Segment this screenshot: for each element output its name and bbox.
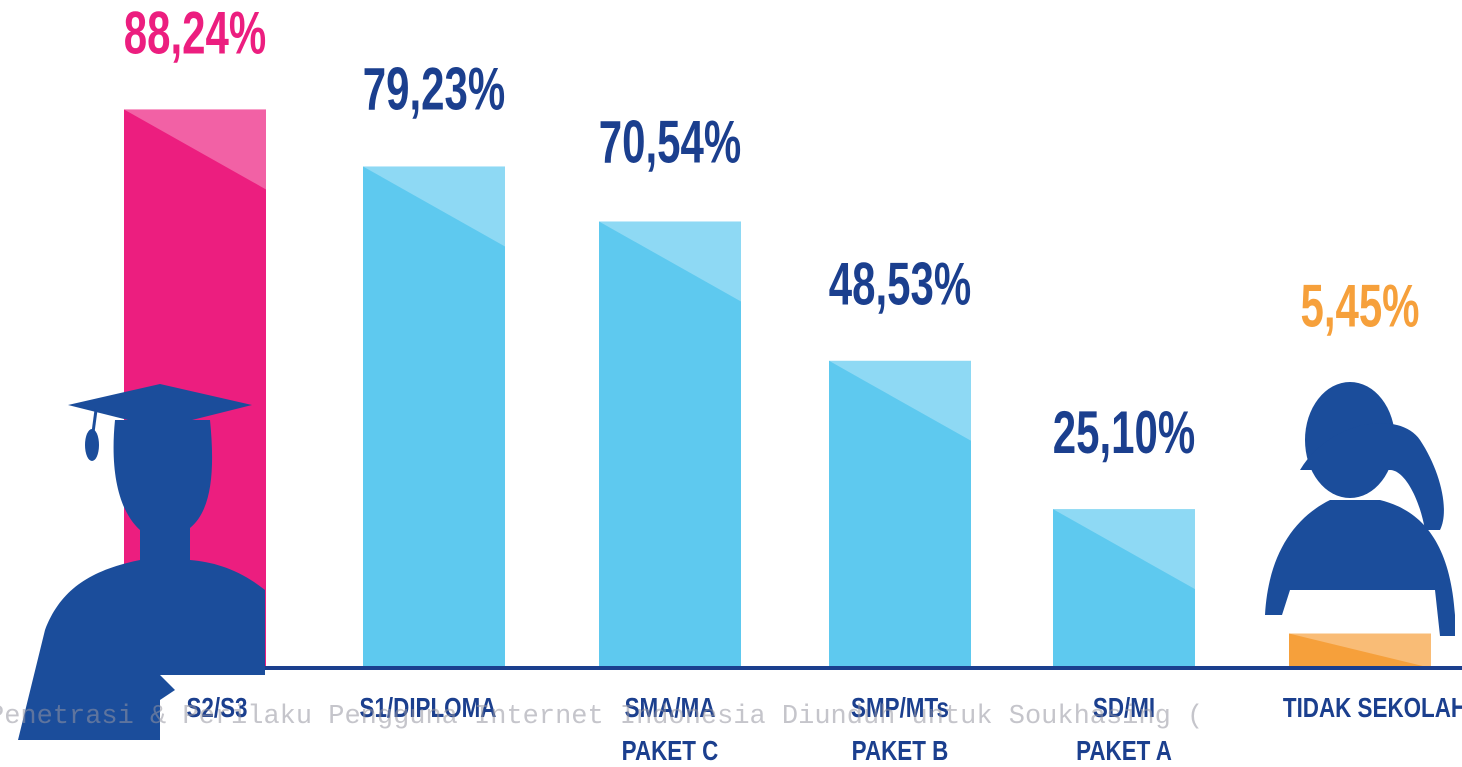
category-label: S2/S3 bbox=[186, 692, 248, 723]
torso bbox=[1265, 500, 1455, 636]
bars bbox=[124, 109, 1431, 669]
bar-highlight bbox=[363, 166, 505, 247]
value-label: 5,45% bbox=[1300, 272, 1419, 339]
graduate-figure bbox=[18, 384, 265, 740]
category-label: TIDAK SEKOLAH bbox=[1282, 692, 1462, 723]
tassel-end bbox=[85, 429, 99, 461]
bar bbox=[599, 221, 741, 668]
category-label: SMA/MA PAKET C bbox=[621, 692, 719, 766]
arm bbox=[1300, 423, 1444, 530]
value-label: 25,10% bbox=[1053, 399, 1195, 466]
cap bbox=[68, 384, 252, 428]
bar-highlight bbox=[829, 360, 971, 441]
bar bbox=[829, 360, 971, 668]
bar-highlight bbox=[1053, 509, 1195, 590]
category-label: S1/DIPLOMA bbox=[359, 692, 497, 723]
value-label: 48,53% bbox=[829, 250, 971, 317]
body bbox=[18, 420, 265, 740]
value-label: 70,54% bbox=[599, 108, 741, 175]
bar bbox=[1289, 633, 1431, 668]
kid-figure bbox=[1265, 382, 1455, 636]
bar-highlight bbox=[1289, 633, 1431, 668]
bar bbox=[363, 166, 505, 668]
category-label: SD/MI PAKET A bbox=[1076, 692, 1172, 766]
category-label: SMP/MTs PAKET B bbox=[851, 692, 949, 766]
value-labels: 88,24% 79,23% 70,54% 48,53% 25,10% 5,45% bbox=[124, 0, 1420, 466]
bar-highlight bbox=[124, 109, 266, 190]
value-label: 79,23% bbox=[363, 55, 505, 122]
bar-highlight bbox=[599, 221, 741, 302]
bar bbox=[1053, 509, 1195, 668]
watermark: Penetrasi & Perilaku Pengguna Internet I… bbox=[0, 702, 1204, 732]
value-label: 88,24% bbox=[124, 0, 266, 66]
